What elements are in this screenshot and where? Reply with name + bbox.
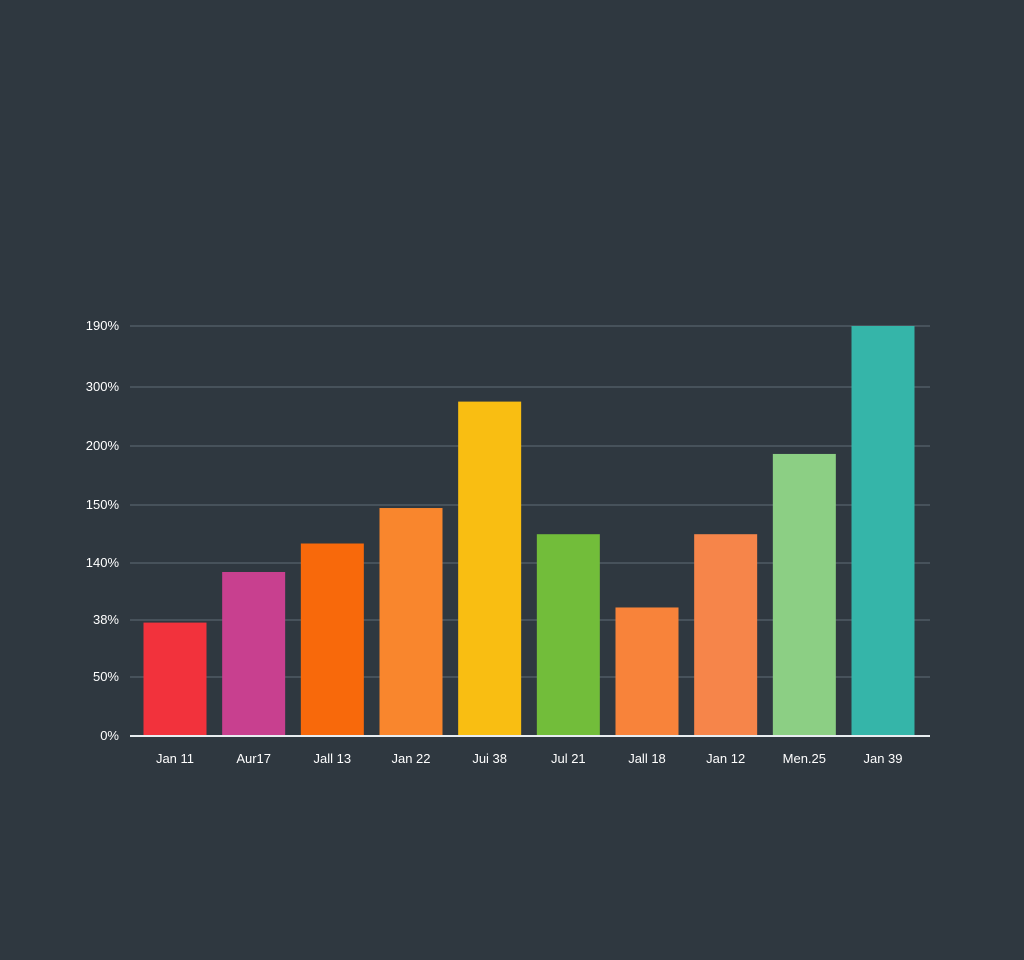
y-tick-label: 300% [86, 379, 120, 394]
x-tick-label: Jan 12 [706, 751, 745, 766]
bar [851, 326, 915, 736]
y-tick-label: 190% [86, 318, 120, 333]
bar [458, 401, 522, 736]
y-tick-label: 140% [86, 555, 120, 570]
y-tick-label: 38% [93, 612, 119, 627]
y-tick-label: 0% [100, 728, 119, 743]
x-tick-label: Men.25 [783, 751, 826, 766]
y-tick-label: 200% [86, 438, 120, 453]
bar [694, 534, 758, 736]
bar [222, 572, 286, 736]
y-tick-label: 50% [93, 669, 119, 684]
x-tick-labels: Jan 11 Aur17 Jall 13 Jan 22 Jui 38 Jul 21 Jall… [156, 751, 903, 766]
bar [772, 453, 836, 736]
bar [379, 508, 443, 736]
x-tick-label: Jall 18 [628, 751, 666, 766]
bar [615, 607, 679, 736]
y-tick-labels: 0% 50% 38% 140% 150% 200% 300% 190% [86, 318, 120, 743]
x-tick-label: Jan 39 [863, 751, 902, 766]
x-tick-label: Jan 22 [391, 751, 430, 766]
bar [536, 534, 600, 736]
x-tick-label: Jui 38 [472, 751, 507, 766]
bars [143, 326, 915, 736]
bar [143, 622, 207, 736]
y-tick-label: 150% [86, 497, 120, 512]
bar [300, 543, 364, 736]
x-tick-label: Jan 11 [156, 751, 194, 766]
x-tick-label: Jul 21 [551, 751, 586, 766]
x-tick-label: Jall 13 [314, 751, 352, 766]
x-tick-label: Aur17 [236, 751, 271, 766]
